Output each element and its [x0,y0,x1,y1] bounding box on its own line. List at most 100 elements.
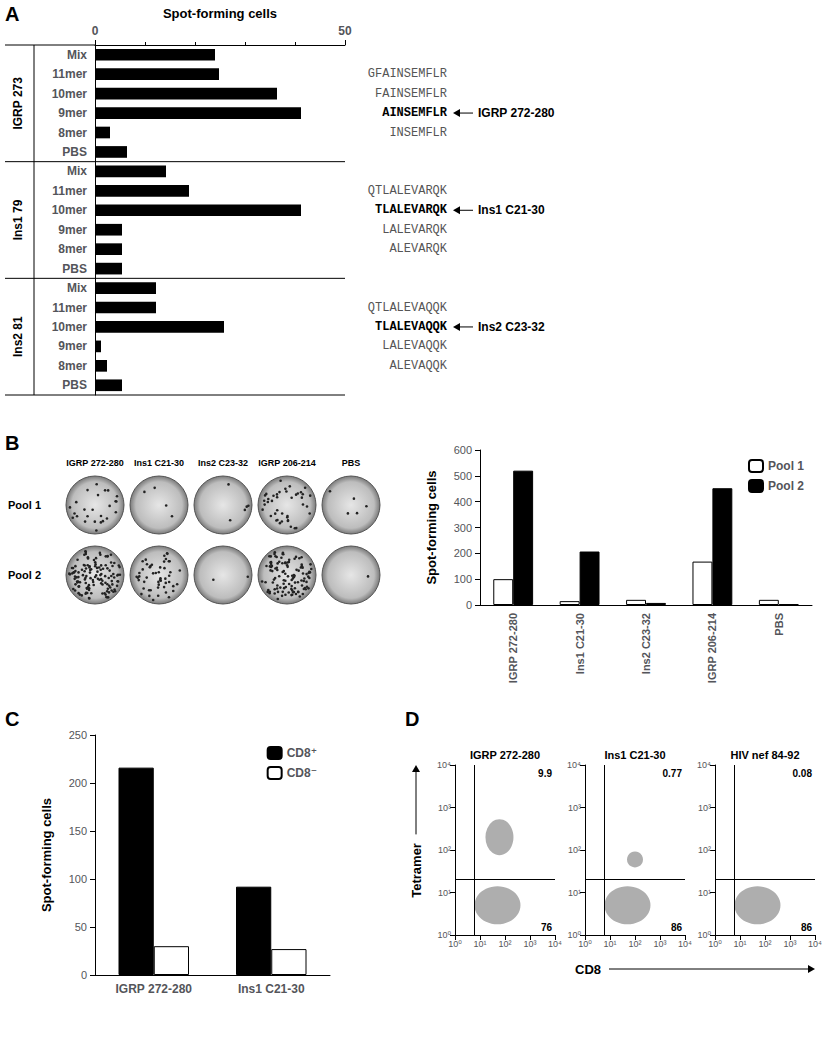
svg-text:IGRP 272-280: IGRP 272-280 [66,458,123,468]
svg-text:TLALEVARQK: TLALEVARQK [375,203,448,217]
svg-text:HIV nef 84-92: HIV nef 84-92 [730,749,799,761]
svg-text:250: 250 [69,729,87,741]
svg-text:IGRP 272-280: IGRP 272-280 [470,749,540,761]
svg-text:500: 500 [454,470,472,482]
svg-text:Spot-forming cells: Spot-forming cells [163,6,277,21]
svg-text:IGRP 273: IGRP 273 [11,77,25,130]
svg-text:10¹: 10¹ [698,888,711,898]
svg-text:10²: 10² [438,845,451,855]
svg-text:10²: 10² [758,939,771,949]
svg-text:Pool 1: Pool 1 [8,499,41,511]
svg-text:CD8⁻: CD8⁻ [287,766,317,780]
svg-text:10²: 10² [498,939,511,949]
svg-text:ALEVAQQK: ALEVAQQK [389,359,447,373]
svg-text:10³: 10³ [698,803,711,813]
svg-text:IGRP 272-280: IGRP 272-280 [507,613,519,683]
svg-text:10mer: 10mer [52,203,88,217]
svg-text:QTLALEVARQK: QTLALEVARQK [368,184,448,198]
svg-text:8mer: 8mer [58,242,87,256]
svg-text:GFAINSEMFLR: GFAINSEMFLR [368,67,447,81]
svg-text:300: 300 [454,522,472,534]
svg-text:Spot-forming cells: Spot-forming cells [424,470,439,584]
svg-text:Pool 2: Pool 2 [768,479,804,493]
svg-text:Ins2 C23-32: Ins2 C23-32 [198,458,248,468]
svg-text:Ins1 C21-30: Ins1 C21-30 [134,458,184,468]
svg-text:Ins1 C21-30: Ins1 C21-30 [574,613,586,674]
svg-text:AINSEMFLR: AINSEMFLR [382,106,448,120]
svg-text:86: 86 [801,922,813,933]
svg-text:10³: 10³ [653,939,666,949]
svg-text:Ins2 C23-32: Ins2 C23-32 [640,613,652,674]
svg-text:150: 150 [69,825,87,837]
svg-text:11mer: 11mer [52,301,87,315]
svg-text:IGRP 206-214: IGRP 206-214 [706,612,718,683]
svg-text:8mer: 8mer [58,359,87,373]
svg-text:Ins1 79: Ins1 79 [11,199,25,240]
svg-text:400: 400 [454,496,472,508]
svg-text:PBS: PBS [342,458,361,468]
svg-text:10⁴: 10⁴ [697,760,711,770]
svg-text:0.77: 0.77 [663,768,683,779]
svg-text:10⁰: 10⁰ [708,939,722,949]
svg-text:10²: 10² [628,939,641,949]
svg-text:Ins1 C21-30: Ins1 C21-30 [238,982,305,996]
svg-text:QTLALEVAQQK: QTLALEVAQQK [368,301,448,315]
svg-text:8mer: 8mer [58,126,87,140]
svg-text:Mix: Mix [67,48,87,62]
svg-text:10¹: 10¹ [603,939,616,949]
svg-text:10⁴: 10⁴ [567,760,581,770]
svg-text:10⁰: 10⁰ [578,939,592,949]
svg-text:INSEMFLR: INSEMFLR [389,126,447,140]
svg-text:10⁴: 10⁴ [437,760,451,770]
svg-text:Pool 1: Pool 1 [768,459,804,473]
svg-text:11mer: 11mer [52,184,87,198]
svg-text:9.9: 9.9 [538,768,552,779]
svg-text:B: B [5,432,19,454]
svg-text:Ins2 81: Ins2 81 [11,316,25,357]
svg-text:LALEVARQK: LALEVARQK [382,223,448,237]
svg-text:TLALEVAQQK: TLALEVAQQK [375,320,448,334]
svg-text:10³: 10³ [783,939,796,949]
svg-text:Mix: Mix [67,164,87,178]
svg-text:10³: 10³ [523,939,536,949]
svg-text:CD8: CD8 [575,962,601,977]
svg-text:10⁴: 10⁴ [548,939,562,949]
svg-text:200: 200 [454,547,472,559]
svg-text:9mer: 9mer [58,339,87,353]
svg-text:10¹: 10¹ [568,888,581,898]
svg-text:10⁴: 10⁴ [808,939,822,949]
svg-text:CD8⁺: CD8⁺ [287,746,317,760]
svg-text:0: 0 [92,24,99,38]
svg-text:FAINSEMFLR: FAINSEMFLR [375,87,447,101]
svg-text:10¹: 10¹ [733,939,746,949]
svg-text:10²: 10² [568,845,581,855]
svg-text:LALEVAQQK: LALEVAQQK [382,339,448,353]
svg-text:100: 100 [454,573,472,585]
svg-text:PBS: PBS [62,145,87,159]
svg-text:10⁴: 10⁴ [678,939,692,949]
svg-text:10⁰: 10⁰ [448,939,462,949]
svg-text:10¹: 10¹ [473,939,486,949]
svg-text:PBS: PBS [62,262,87,276]
svg-text:10³: 10³ [438,803,451,813]
svg-text:50: 50 [338,24,352,38]
svg-text:200: 200 [69,777,87,789]
svg-text:PBS: PBS [773,613,785,636]
svg-text:A: A [5,3,19,25]
svg-text:Ins2 C23-32: Ins2 C23-32 [478,320,545,334]
svg-text:76: 76 [541,922,553,933]
svg-text:D: D [405,708,419,730]
svg-text:11mer: 11mer [52,67,87,81]
svg-text:0.08: 0.08 [793,768,813,779]
svg-text:IGRP 272-280: IGRP 272-280 [116,982,193,996]
svg-text:10³: 10³ [568,803,581,813]
svg-text:10¹: 10¹ [438,888,451,898]
svg-text:IGRP 206-214: IGRP 206-214 [258,458,315,468]
svg-text:Mix: Mix [67,281,87,295]
svg-text:600: 600 [454,444,472,456]
svg-text:Tetramer: Tetramer [409,843,424,898]
svg-text:50: 50 [75,921,87,933]
svg-text:ALEVARQK: ALEVARQK [389,242,447,256]
svg-text:C: C [5,708,19,730]
svg-text:10mer: 10mer [52,87,88,101]
